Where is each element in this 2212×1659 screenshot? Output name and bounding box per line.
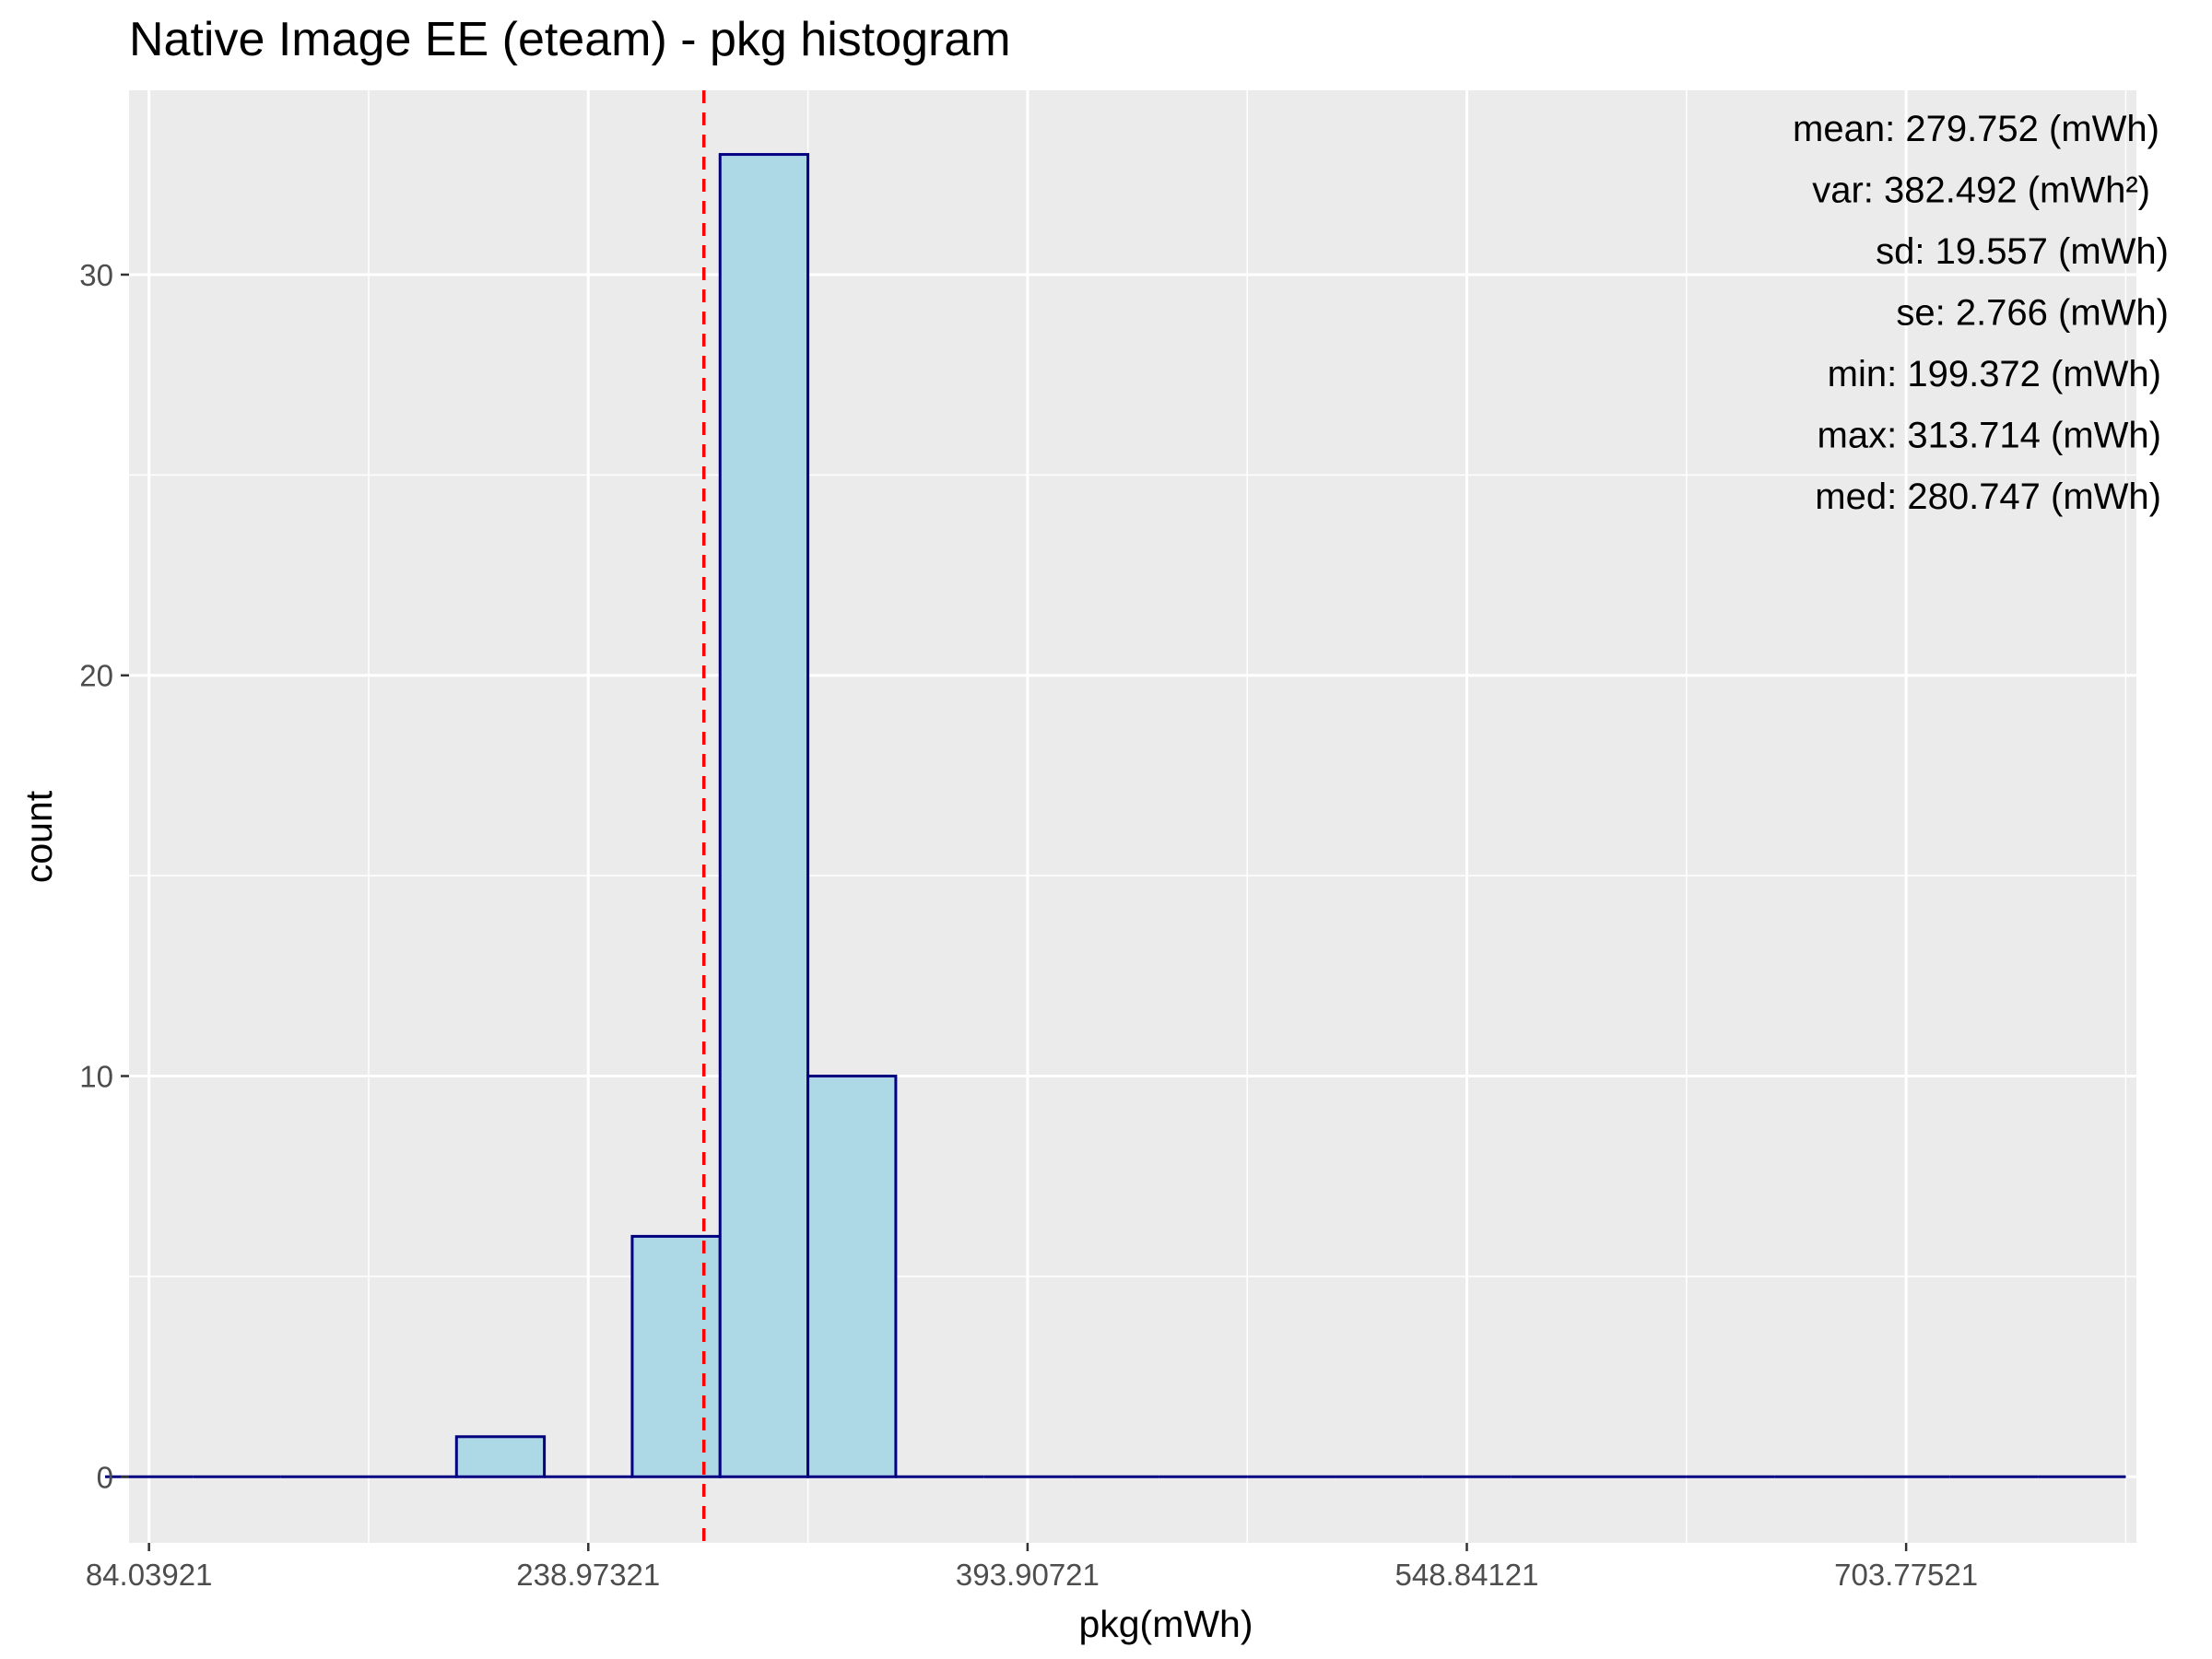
histogram-bar [806, 1075, 898, 1478]
x-tick-label: 84.03921 [86, 1558, 213, 1592]
y-tick-label: 10 [79, 1060, 113, 1094]
y-axis-label: count [18, 790, 60, 883]
summary-statistics: mean: 279.752 (mWh) var: 382.492 (mWh²) sd… [1793, 109, 2169, 517]
stat-annotation: med: 280.747 (mWh) [1815, 477, 2161, 517]
x-tick-label: 238.97321 [516, 1558, 660, 1592]
stat-annotation: se: 2.766 (mWh) [1896, 293, 2169, 334]
stat-annotation: sd: 19.557 (mWh) [1876, 231, 2169, 272]
y-tick-label: 0 [97, 1460, 113, 1494]
x-axis-label: pkg(mWh) [1078, 1603, 1253, 1645]
y-tick-label: 30 [79, 258, 113, 292]
x-tick-label: 548.84121 [1395, 1558, 1539, 1592]
histogram-bar [454, 1435, 547, 1478]
x-tick-label: 703.77521 [1834, 1558, 1978, 1592]
histogram-bar [718, 153, 810, 1478]
plot-panel [129, 90, 2136, 1543]
stat-annotation: min: 199.372 (mWh) [1828, 354, 2161, 394]
x-tick-label: 393.90721 [956, 1558, 1100, 1592]
chart-title: Native Image EE (eteam) - pkg histogram [129, 13, 1011, 66]
histogram-bar [630, 1234, 722, 1478]
x-axis: 84.03921 238.97321 393.90721 548.84121 703.7… [86, 1543, 1978, 1592]
histogram-bars [104, 153, 2126, 1478]
y-tick-label: 20 [79, 659, 113, 693]
stat-annotation: max: 313.714 (mWh) [1818, 416, 2161, 456]
y-axis: 0 10 20 30 [79, 258, 129, 1494]
stat-annotation: var: 382.492 (mWh²) [1812, 171, 2150, 211]
stat-annotation: mean: 279.752 (mWh) [1793, 109, 2159, 149]
